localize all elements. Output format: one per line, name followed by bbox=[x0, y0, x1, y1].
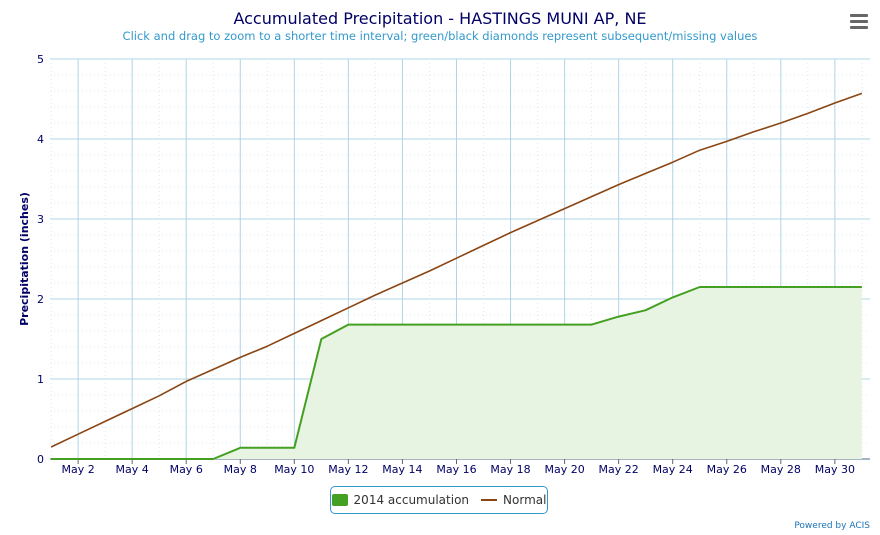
y-tick-label: 5 bbox=[37, 53, 44, 66]
menu-bar-line bbox=[850, 14, 868, 17]
credits-link[interactable]: Powered by ACIS bbox=[794, 521, 870, 531]
x-tick-label: May 20 bbox=[544, 463, 584, 476]
menu-bar-line bbox=[850, 20, 868, 23]
x-tick-label: May 24 bbox=[653, 463, 693, 476]
legend-swatch-accumulation bbox=[331, 494, 348, 506]
x-tick-label: May 18 bbox=[490, 463, 530, 476]
x-tick-label: May 28 bbox=[761, 463, 801, 476]
menu-bar-line bbox=[850, 26, 868, 29]
legend-item-normal[interactable]: Normal bbox=[481, 493, 546, 507]
y-tick-label: 2 bbox=[37, 293, 44, 306]
x-tick-label: May 6 bbox=[170, 463, 203, 476]
x-tick-label: May 22 bbox=[599, 463, 639, 476]
x-tick-label: May 16 bbox=[436, 463, 476, 476]
chart-title: Accumulated Precipitation - HASTINGS MUN… bbox=[233, 9, 647, 28]
y-tick-label: 0 bbox=[37, 453, 44, 466]
x-tick-label: May 14 bbox=[382, 463, 422, 476]
x-tick-label: May 10 bbox=[274, 463, 314, 476]
accumulation-line bbox=[51, 286, 862, 460]
x-tick-label: May 8 bbox=[224, 463, 257, 476]
y-tick-label: 4 bbox=[37, 133, 44, 146]
legend-label-normal: Normal bbox=[503, 493, 547, 507]
x-tick-label: May 4 bbox=[116, 463, 149, 476]
y-tick-label: 3 bbox=[37, 213, 44, 226]
x-tick-label: May 26 bbox=[707, 463, 747, 476]
y-axis-title: Precipitation (inches) bbox=[18, 192, 31, 326]
x-tick-label: May 2 bbox=[61, 463, 94, 476]
chart-legend: 2014 accumulation Normal bbox=[330, 486, 548, 514]
normal-line bbox=[50, 92, 863, 448]
chart-subtitle: Click and drag to zoom to a shorter time… bbox=[122, 29, 758, 43]
accumulation-area bbox=[51, 287, 862, 459]
legend-swatch-normal bbox=[481, 499, 498, 501]
x-tick-label: May 12 bbox=[328, 463, 368, 476]
legend-label-accumulation: 2014 accumulation bbox=[353, 493, 470, 507]
y-tick-label: 1 bbox=[37, 373, 44, 386]
x-tick-label: May 30 bbox=[815, 463, 855, 476]
legend-item-accumulation[interactable]: 2014 accumulation bbox=[331, 493, 470, 507]
hamburger-menu-icon[interactable] bbox=[850, 14, 868, 29]
